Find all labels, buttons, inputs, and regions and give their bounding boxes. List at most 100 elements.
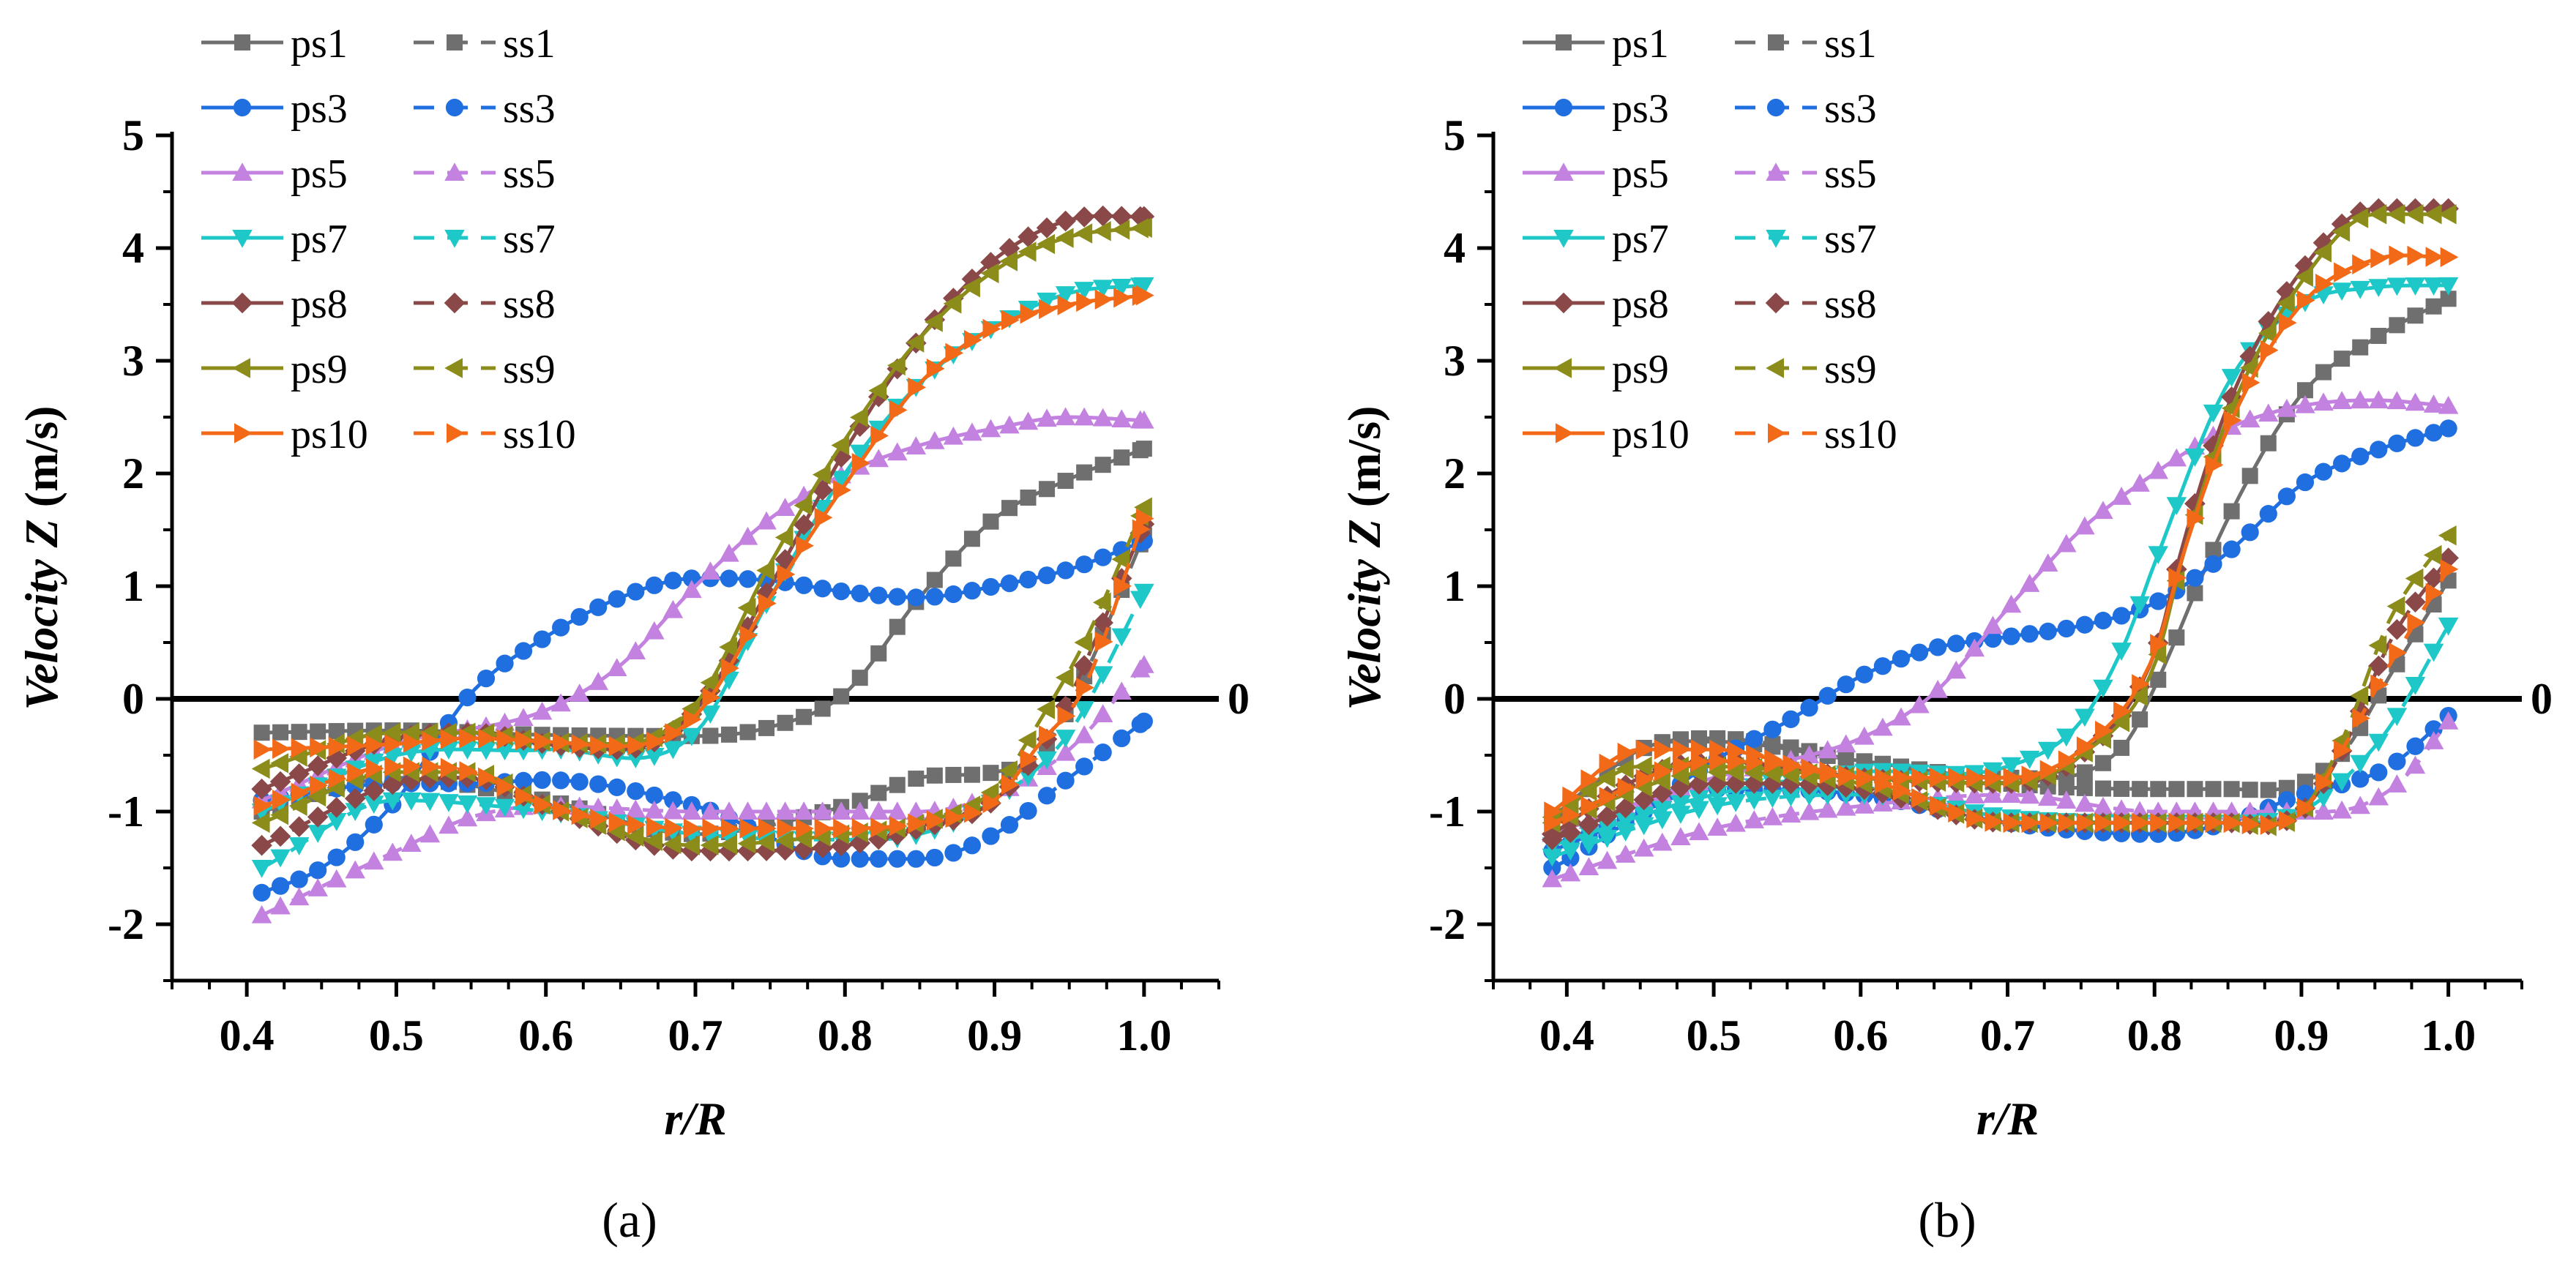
y-tick-label: -1 xyxy=(108,787,144,836)
data-point-ps10 xyxy=(739,625,758,645)
data-point-ss10 xyxy=(2315,772,2334,793)
data-point-ss10 xyxy=(908,813,927,834)
x-tick-label: 0.4 xyxy=(220,1011,275,1060)
data-point-ss9 xyxy=(774,830,794,851)
data-point-ps3 xyxy=(458,689,477,707)
data-point-ss10 xyxy=(608,812,627,833)
data-point-ss9 xyxy=(1689,763,1707,783)
data-point-ps1 xyxy=(2132,711,2148,728)
data-point-ps8 xyxy=(2258,310,2280,332)
data-point-ss7 xyxy=(326,812,347,831)
data-point-ps3 xyxy=(2241,523,2259,542)
data-point-ss3 xyxy=(1075,757,1094,776)
data-point-ss10 xyxy=(739,818,758,839)
data-point-ss10 xyxy=(2407,612,2426,633)
data-point-ss10 xyxy=(553,800,571,820)
data-point-ps10 xyxy=(1562,786,1581,807)
data-point-ss7 xyxy=(307,825,328,843)
chart-panel-b: -2 -1 0 1 2 3 4 5 0.4 0.5 0.6 0.7 0.8 0.9 1.0 0 Velocity… xyxy=(1338,21,2553,1248)
data-point-ps1 xyxy=(1094,457,1111,473)
data-point-ss1 xyxy=(851,793,868,809)
data-point-ps10 xyxy=(1672,739,1691,760)
data-point-ps3 xyxy=(1929,638,1947,656)
data-point-ss1 xyxy=(2223,781,2240,798)
data-point-ps5 xyxy=(550,693,571,712)
data-point-ss10 xyxy=(1544,812,1563,834)
data-point-ps10 xyxy=(403,733,422,753)
legend-label-ps9: ps9 xyxy=(1612,347,1669,392)
data-point-ps10 xyxy=(2260,340,2279,361)
data-point-ps1 xyxy=(2168,629,2185,646)
data-point-ss7 xyxy=(1725,794,1746,812)
data-point-ps8 xyxy=(2294,255,2316,277)
data-point-ss5 xyxy=(2368,787,2389,806)
data-point-ss5 xyxy=(2075,793,2095,812)
data-point-ps5 xyxy=(1055,407,1076,426)
x-tick-label: 0.4 xyxy=(1539,1011,1594,1060)
data-point-ps8 xyxy=(1092,205,1113,227)
data-point-ss3 xyxy=(645,786,663,805)
data-point-ps1 xyxy=(2407,307,2424,324)
data-point-ps3 xyxy=(1745,730,1763,748)
data-point-ps1 xyxy=(2370,327,2387,344)
legend-marker-ss10 xyxy=(1768,423,1786,443)
data-point-ps5 xyxy=(2423,394,2444,413)
data-point-ps3 xyxy=(552,618,570,637)
data-point-ss9 xyxy=(737,833,756,854)
y-tick-label: 0 xyxy=(1444,675,1466,723)
data-point-ss3 xyxy=(1135,712,1153,730)
data-point-ps1 xyxy=(2260,435,2277,452)
data-point-ss5 xyxy=(364,851,384,870)
legend-marker-ps5 xyxy=(1553,162,1574,181)
data-point-ps10 xyxy=(2132,674,2150,694)
legend-marker-ss3 xyxy=(1766,98,1785,117)
y-axis-title-prefix: Velocity Z xyxy=(1338,507,1390,710)
data-point-ps3 xyxy=(1910,643,1929,662)
data-point-ps5 xyxy=(2368,390,2389,408)
data-point-ps10 xyxy=(2315,274,2334,294)
x-tick-label: 0.9 xyxy=(2274,1011,2329,1060)
data-point-ps7 xyxy=(382,748,403,766)
data-point-ss10 xyxy=(683,818,702,839)
data-point-ps10 xyxy=(1930,768,1948,788)
data-point-ps10 xyxy=(291,738,310,759)
data-point-ps10 xyxy=(1039,299,1057,320)
data-point-ps1 xyxy=(1020,489,1037,506)
legend-marker-ss10 xyxy=(447,423,465,443)
data-point-ss1 xyxy=(889,776,906,793)
data-point-ss5 xyxy=(1982,784,2004,804)
data-point-ss9 xyxy=(251,812,270,834)
data-point-ps3 xyxy=(365,815,383,834)
data-point-ss8 xyxy=(363,780,385,801)
data-point-ps3 xyxy=(2057,619,2075,638)
data-point-ss10 xyxy=(2352,708,2370,729)
data-point-ps9 xyxy=(999,251,1018,271)
data-point-ps1 xyxy=(833,688,850,705)
data-point-ps3 xyxy=(2075,615,2094,634)
data-point-ss9 xyxy=(1134,497,1152,517)
data-point-ss9 xyxy=(756,832,775,853)
data-point-ss7 xyxy=(1762,790,1783,808)
data-point-ps1 xyxy=(291,724,307,741)
data-point-ps10 xyxy=(1911,768,1930,788)
data-point-ps10 xyxy=(1580,769,1599,790)
legend-marker-ps7 xyxy=(232,230,253,248)
data-point-ps7 xyxy=(1092,280,1113,299)
data-point-ps5 xyxy=(1964,638,1985,657)
data-point-ps7 xyxy=(2438,277,2459,296)
data-point-ps5 xyxy=(1835,734,1856,753)
data-point-ss10 xyxy=(702,818,721,839)
data-point-ps1 xyxy=(1135,441,1152,457)
data-point-ps10 xyxy=(851,452,870,473)
data-point-ss10 xyxy=(2296,798,2315,819)
data-point-ps9 xyxy=(868,381,887,401)
data-point-ps1 xyxy=(889,618,906,635)
data-point-ps3 xyxy=(2296,473,2315,492)
data-point-ss10 xyxy=(1819,761,1838,782)
y-tick-label: -2 xyxy=(1429,900,1466,948)
data-point-ss10 xyxy=(1691,752,1709,772)
data-point-ps9 xyxy=(943,293,962,314)
data-point-ps3 xyxy=(2333,454,2351,473)
data-point-ps7 xyxy=(2093,679,2113,698)
data-point-ss7 xyxy=(2438,617,2459,636)
